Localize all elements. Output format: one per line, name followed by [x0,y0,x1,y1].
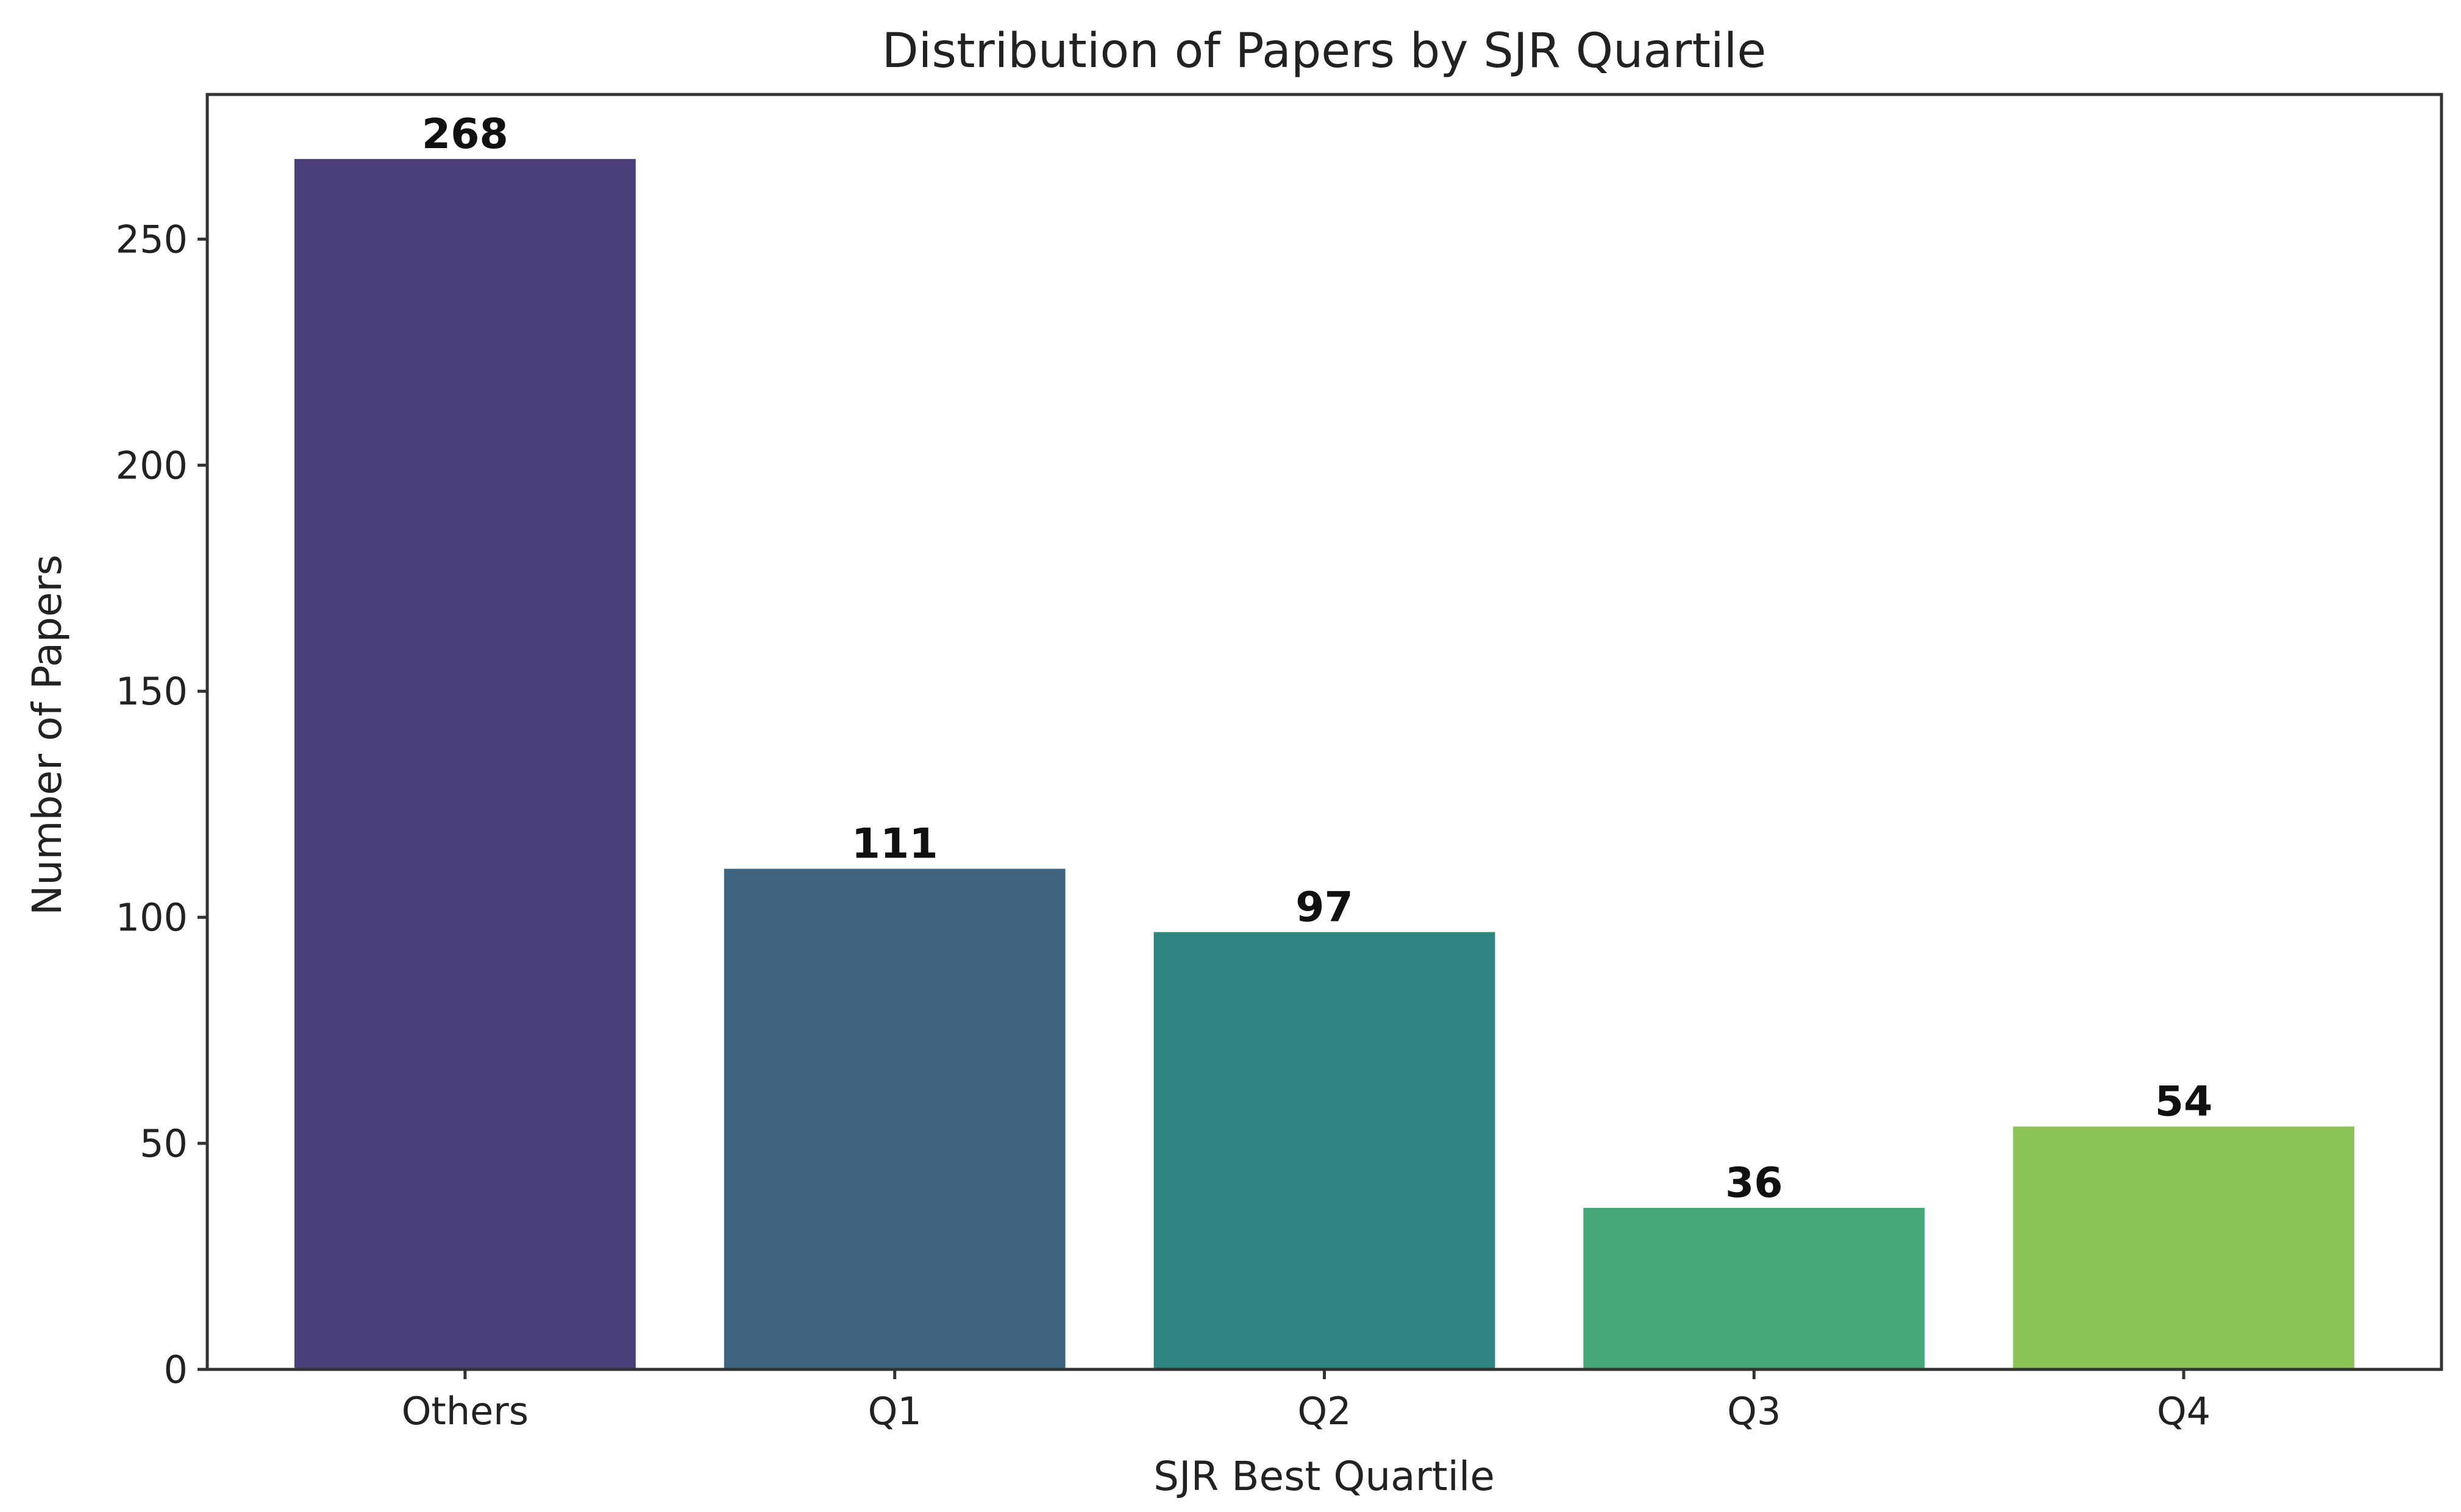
y-axis-ticks: 0 50 100 150 200 250 [116,217,207,1392]
y-tick-label: 50 [140,1121,188,1166]
data-label-q3: 36 [1725,1159,1783,1207]
y-tick-label: 100 [116,895,188,940]
bar-q2 [1151,929,1498,1371]
bar-q3 [1581,1205,1928,1371]
data-label-q4: 54 [2155,1077,2213,1126]
y-tick-label: 0 [164,1347,188,1392]
y-tick-label: 250 [116,217,188,261]
bar-q4 [2010,1124,2357,1371]
x-axis-ticks: Others Q1 Q2 Q3 Q4 [402,1369,2210,1433]
x-tick-label-q1: Q1 [868,1389,922,1433]
data-label-others: 268 [422,110,508,158]
plot-frame [205,93,2443,1371]
x-tick-label-q4: Q4 [2157,1389,2210,1433]
bar-q1 [721,866,1068,1371]
data-label-q2: 97 [1295,883,1353,931]
bars-layer [291,156,2357,1371]
x-tick-label-q3: Q3 [1727,1389,1781,1433]
y-axis-label: Number of Papers [24,555,71,915]
data-labels-layer: 268 111 97 36 54 [422,110,2213,1207]
chart-title: Distribution of Papers by SJR Quartile [882,24,1767,79]
data-label-q1: 111 [852,820,938,868]
y-tick-label: 200 [116,443,188,488]
x-tick-label-others: Others [402,1389,529,1433]
x-axis-label: SJR Best Quartile [1153,1453,1495,1500]
x-tick-label-q2: Q2 [1297,1389,1351,1433]
y-tick-label: 150 [116,669,188,714]
bar-others [291,156,638,1371]
